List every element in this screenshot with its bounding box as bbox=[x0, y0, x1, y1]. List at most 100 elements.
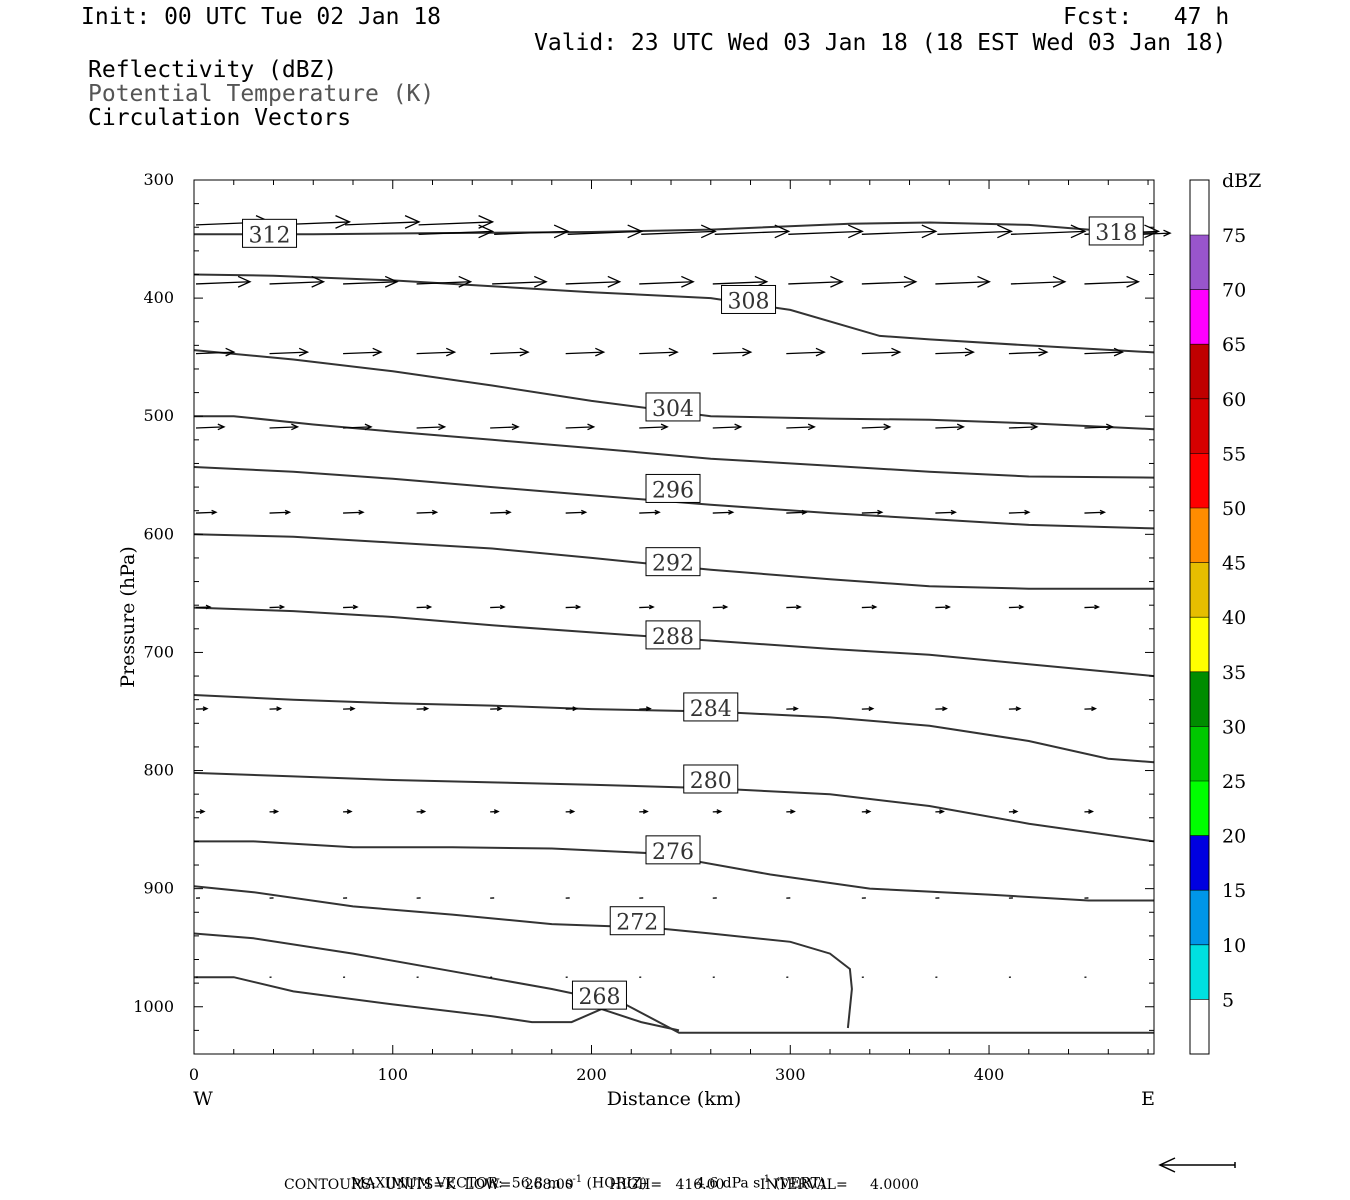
circulation-vector bbox=[1084, 347, 1125, 357]
west-label: W bbox=[193, 1088, 213, 1110]
circulation-vector bbox=[269, 604, 286, 610]
colorbar-segment bbox=[1190, 944, 1209, 1000]
circulation-vector bbox=[861, 509, 884, 515]
circulation-vector bbox=[565, 347, 606, 357]
colorbar-level-label: 70 bbox=[1222, 280, 1246, 302]
circulation-vector bbox=[490, 706, 503, 712]
circulation-vector bbox=[639, 706, 652, 712]
y-tick-label: 900 bbox=[143, 879, 174, 898]
contour-label-318: 318 bbox=[1088, 216, 1144, 246]
colorbar-level-label: 50 bbox=[1222, 498, 1246, 520]
circulation-vector bbox=[786, 347, 826, 357]
svg-text:308: 308 bbox=[728, 289, 770, 314]
x-tick-label: 100 bbox=[377, 1065, 408, 1084]
circulation-vector bbox=[416, 275, 473, 288]
circulation-vector bbox=[935, 423, 965, 431]
colorbar-level-label: 20 bbox=[1222, 826, 1246, 848]
circulation-vector bbox=[788, 224, 864, 239]
svg-text:318: 318 bbox=[1095, 221, 1137, 246]
circulation-vector bbox=[786, 423, 816, 431]
circulation-vector bbox=[195, 275, 252, 288]
colorbar-level-label: 25 bbox=[1222, 771, 1246, 793]
circulation-vector bbox=[1084, 604, 1101, 610]
colorbar-segment bbox=[1190, 999, 1209, 1054]
colorbar-level-label: 60 bbox=[1222, 389, 1246, 411]
svg-text:268: 268 bbox=[578, 985, 620, 1010]
circulation-vector bbox=[343, 706, 356, 712]
circulation-vector bbox=[712, 809, 723, 814]
svg-text:296: 296 bbox=[652, 478, 694, 503]
circulation-vector bbox=[1010, 275, 1067, 288]
y-axis-title: Pressure (hPa) bbox=[117, 546, 139, 688]
colorbar-segment bbox=[1190, 289, 1209, 345]
svg-text:304: 304 bbox=[652, 397, 694, 422]
colorbar-segment bbox=[1190, 890, 1209, 945]
contour-line-312 bbox=[194, 221, 1155, 236]
circulation-vector bbox=[935, 509, 957, 515]
colorbar-level-label: 75 bbox=[1222, 225, 1246, 247]
contour-label-304: 304 bbox=[645, 392, 701, 422]
circulation-vector bbox=[712, 509, 735, 515]
colorbar-level-label: 55 bbox=[1222, 443, 1246, 465]
colorbar-segment bbox=[1190, 835, 1209, 891]
circulation-vector bbox=[269, 509, 292, 515]
circulation-vector bbox=[786, 706, 799, 712]
circulation-vector bbox=[418, 215, 495, 229]
circulation-vector bbox=[345, 215, 421, 229]
circulation-vector bbox=[786, 509, 808, 515]
contour-line-272 bbox=[193, 885, 853, 1029]
colorbar-level-label: 5 bbox=[1222, 989, 1234, 1011]
contour-label-312: 312 bbox=[242, 218, 298, 248]
forecast-hour: Fcst: 47 h bbox=[1063, 4, 1230, 30]
max-vector-horiz: 56.8 m s bbox=[511, 1175, 573, 1192]
circulation-vector bbox=[195, 509, 218, 515]
circulation-vector bbox=[269, 275, 326, 288]
horiz-tag: (HORIZ) bbox=[586, 1175, 647, 1192]
east-label: E bbox=[1141, 1088, 1155, 1110]
colorbar-segment bbox=[1190, 344, 1209, 399]
circulation-vector bbox=[269, 809, 280, 814]
y-tick-label: 700 bbox=[143, 642, 174, 661]
circulation-vector bbox=[639, 809, 649, 814]
circulation-vector bbox=[1010, 224, 1087, 239]
circulation-vector bbox=[195, 604, 212, 610]
circulation-vector bbox=[416, 604, 433, 610]
colorbar-segment bbox=[1190, 235, 1209, 290]
circulation-vector bbox=[1084, 423, 1115, 431]
circulation-vector bbox=[494, 224, 570, 239]
max-vector-label: MAXIMUM VECTOR: bbox=[350, 1175, 503, 1192]
max-vector-line: MAXIMUM VECTOR: 56.8 m s-1 (HORIZ) 4.6 d… bbox=[342, 1158, 826, 1192]
colorbar-segment bbox=[1190, 562, 1209, 618]
plot-frame bbox=[193, 179, 1155, 1055]
circulation-vector bbox=[935, 347, 975, 357]
svg-text:284: 284 bbox=[690, 697, 732, 722]
circulation-vector bbox=[567, 224, 644, 239]
circulation-vector bbox=[418, 224, 495, 239]
contour-label-288: 288 bbox=[645, 620, 701, 650]
x-axis-title: Distance (km) bbox=[607, 1088, 742, 1110]
circulation-vector bbox=[639, 275, 695, 288]
circulation-vector bbox=[416, 423, 447, 431]
circulation-vector bbox=[490, 423, 520, 431]
circulation-vector bbox=[1008, 706, 1022, 712]
circulation-vector bbox=[712, 604, 729, 610]
circulation-vector bbox=[712, 347, 753, 357]
circulation-vector bbox=[639, 604, 655, 610]
contour-label-276: 276 bbox=[645, 835, 701, 865]
circulation-vector bbox=[343, 347, 383, 357]
circulation-vector bbox=[343, 275, 399, 288]
field-reflectivity: Reflectivity (dBZ) bbox=[88, 57, 338, 83]
x-tick-label: 300 bbox=[775, 1065, 806, 1084]
circulation-vector bbox=[416, 347, 457, 357]
colorbar-unit: dBZ bbox=[1222, 170, 1261, 192]
colorbar: dBZ 5 10 15 20 25 30 35 40 45 50 55 60 65 70 75 bbox=[1189, 170, 1261, 1055]
y-tick-label: 300 bbox=[143, 170, 174, 189]
colorbar-level-label: 45 bbox=[1222, 553, 1246, 575]
reference-vector-arrow bbox=[1158, 1157, 1236, 1173]
circulation-vector bbox=[416, 706, 430, 712]
circulation-vector bbox=[343, 809, 353, 814]
circulation-vector bbox=[565, 809, 576, 814]
circulation-vector bbox=[861, 809, 872, 814]
contour-label-layer: 268 272 276 280 284 288 292 296 304 308 312 318 bbox=[242, 216, 1144, 1010]
